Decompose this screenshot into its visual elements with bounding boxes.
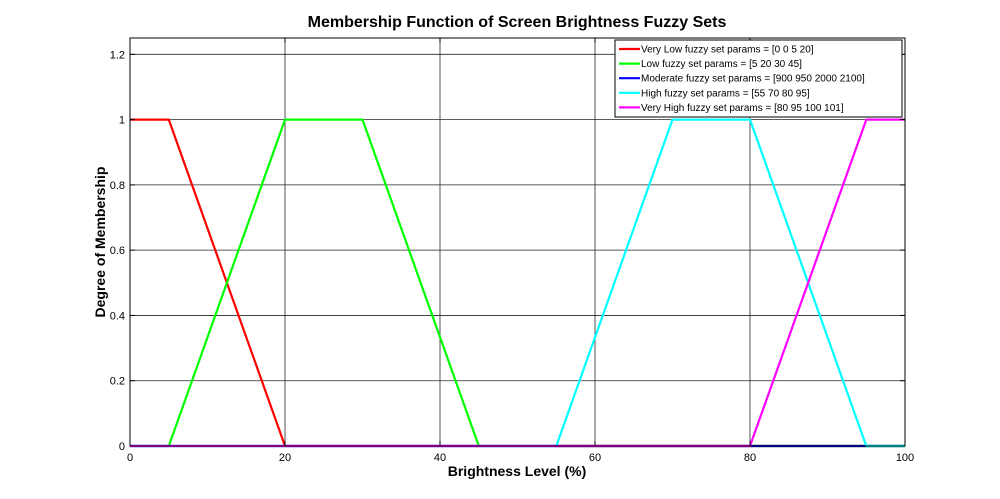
legend: Very Low fuzzy set params = [0 0 5 20] Lo… xyxy=(614,39,903,118)
chart-title: Membership Function of Screen Brightness… xyxy=(308,14,727,31)
y-tick-label: 1.2 xyxy=(110,49,125,61)
y-axis-label: Degree of Membership xyxy=(92,167,108,318)
axis-ticks: 0 20 40 60 80 100 0 0.2 0.4 0.6 0.8 1 1.2 xyxy=(110,38,914,464)
x-tick-label: 40 xyxy=(434,452,446,464)
plot-frame xyxy=(129,37,906,447)
legend-entry: Low fuzzy set params = [5 20 30 45] xyxy=(641,59,802,70)
x-axis-label: Brightness Level (%) xyxy=(448,463,586,479)
y-tick-label: 0.4 xyxy=(110,310,125,322)
x-tick-label: 60 xyxy=(589,452,601,464)
y-tick-label: 0.8 xyxy=(110,180,125,192)
x-tick-label: 20 xyxy=(279,452,291,464)
legend-entry: Very Low fuzzy set params = [0 0 5 20] xyxy=(641,45,814,56)
y-tick-label: 1 xyxy=(119,115,125,127)
x-tick-label: 80 xyxy=(744,452,756,464)
y-tick-label: 0.6 xyxy=(110,245,125,257)
y-tick-label: 0 xyxy=(119,441,125,453)
x-tick-label: 100 xyxy=(896,452,914,464)
legend-entry: Very High fuzzy set params = [80 95 100 … xyxy=(641,103,844,114)
y-tick-label: 0.2 xyxy=(110,376,125,388)
x-tick-label: 0 xyxy=(127,452,133,464)
legend-entry: Moderate fuzzy set params = [900 950 200… xyxy=(641,74,865,85)
legend-entry: High fuzzy set params = [55 70 80 95] xyxy=(641,88,810,99)
legend-box xyxy=(614,39,903,118)
